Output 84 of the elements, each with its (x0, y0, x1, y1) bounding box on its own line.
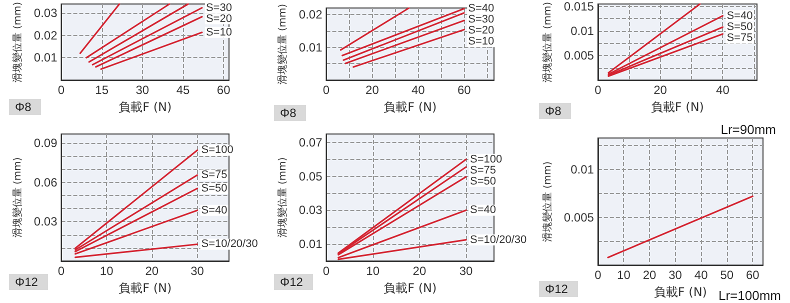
text: Φ8 (9, 99, 42, 115)
text: Φ8 (539, 103, 572, 119)
series-label: S=10 (206, 26, 232, 38)
x-tick-label: 30 (190, 264, 204, 278)
x-tick-label: 40 (694, 268, 708, 282)
series-label: S=50 (201, 182, 228, 194)
y-tick-label: 0.015 (564, 0, 594, 14)
y-tick-label: 0.09 (34, 136, 58, 150)
y-tick-label: 0.01 (570, 162, 594, 177)
series-label: S=75 (201, 169, 228, 182)
x-tick-label: 30 (668, 268, 682, 282)
y-axis-title: 滑塊變位量 (mm) (542, 161, 554, 242)
x-tick-label: 40 (716, 83, 730, 98)
series-label: S=20 (206, 12, 232, 25)
y-tick-label: 0.06 (34, 175, 58, 190)
x-tick-label: 20 (412, 264, 426, 278)
x-tick-label: 60 (746, 268, 760, 282)
y-tick-label: 0.03 (298, 203, 323, 218)
series-label: S=10 (468, 36, 494, 48)
x-tick-label: 45 (176, 83, 190, 98)
y-tick-label: 0.01 (570, 24, 594, 38)
y-tick-label: 0.02 (34, 28, 58, 42)
series-label: S=30 (468, 14, 494, 26)
y-axis-title: 滑塊變位量 (mm) (12, 2, 24, 82)
x-tick-label: 20 (145, 264, 159, 278)
x-tick-label: 10 (617, 268, 631, 282)
x-tick-label: 20 (366, 83, 380, 98)
x-tick-label: 10 (100, 264, 114, 278)
y-axis-title: 滑塊變位量 (mm) (12, 157, 24, 238)
series-label: S=10/20/30 (470, 234, 527, 246)
x-tick-label: 50 (720, 268, 734, 282)
x-tick-label: 20 (642, 268, 657, 282)
x-tick-label: 0 (322, 83, 330, 98)
series-label: S=20 (468, 24, 494, 37)
text: Lr=100mm (718, 288, 781, 303)
y-tick-label: 0.01 (298, 40, 323, 54)
y-tick-label: 0.01 (34, 50, 58, 65)
x-tick-label: 0 (594, 268, 602, 282)
x-tick-label: 60 (216, 83, 231, 98)
series-label: S=40 (468, 2, 494, 15)
x-tick-label: 0 (594, 83, 602, 98)
series-label: S=50 (470, 175, 496, 188)
y-axis-title: 滑塊變位量 (mm) (276, 4, 288, 84)
text: Φ12 (539, 281, 578, 297)
series-label: S=40 (201, 204, 228, 216)
series-label: S=75 (470, 164, 496, 176)
y-tick-label: 0.03 (34, 6, 58, 20)
y-tick-label: 0.07 (298, 135, 323, 150)
y-axis-title: 滑塊變位量 (mm) (542, 2, 554, 82)
x-axis-title: 負載F (N) (118, 100, 172, 114)
series-label: S=100 (201, 144, 234, 156)
series-label: S=40 (726, 10, 753, 22)
series-label: S=100 (470, 153, 502, 166)
x-axis-title: 負載F (N) (384, 100, 437, 114)
y-tick-label: 0.005 (564, 48, 594, 63)
series-label: S=10/20/30 (201, 238, 258, 250)
y-tick-label: 0.01 (298, 237, 323, 252)
x-axis-title: 負載F (N) (384, 280, 437, 295)
text: Φ12 (274, 274, 313, 290)
x-tick-label: 10 (366, 264, 380, 278)
x-tick-label: 30 (136, 83, 150, 98)
x-axis-title: 負載F (N) (654, 285, 707, 299)
x-tick-label: 15 (95, 83, 109, 98)
y-tick-label: 0.005 (564, 210, 594, 224)
y-tick-label: 0.02 (298, 8, 323, 22)
text: Φ12 (9, 274, 48, 290)
x-tick-label: 20 (654, 83, 668, 98)
x-tick-label: 60 (457, 83, 472, 98)
y-axis-title: 滑塊變位量 (mm) (276, 157, 288, 238)
text: Φ8 (274, 105, 306, 121)
series-label: S=40 (470, 204, 496, 216)
series-label: S=75 (726, 32, 753, 44)
y-tick-label: 0.05 (298, 169, 323, 184)
x-tick-label: 40 (411, 83, 426, 98)
chart-subtitle: Lr=90mm (720, 122, 776, 137)
x-tick-label: 0 (58, 83, 65, 98)
y-tick-label: 0.03 (34, 214, 58, 229)
x-tick-label: 0 (322, 264, 330, 278)
series-label: S=50 (726, 21, 753, 34)
x-axis-title: 負載F (N) (118, 280, 172, 295)
x-tick-label: 0 (58, 264, 65, 278)
series-label: S=30 (206, 2, 232, 14)
x-axis-title: 負載F (N) (650, 100, 704, 114)
x-tick-label: 30 (459, 264, 474, 278)
